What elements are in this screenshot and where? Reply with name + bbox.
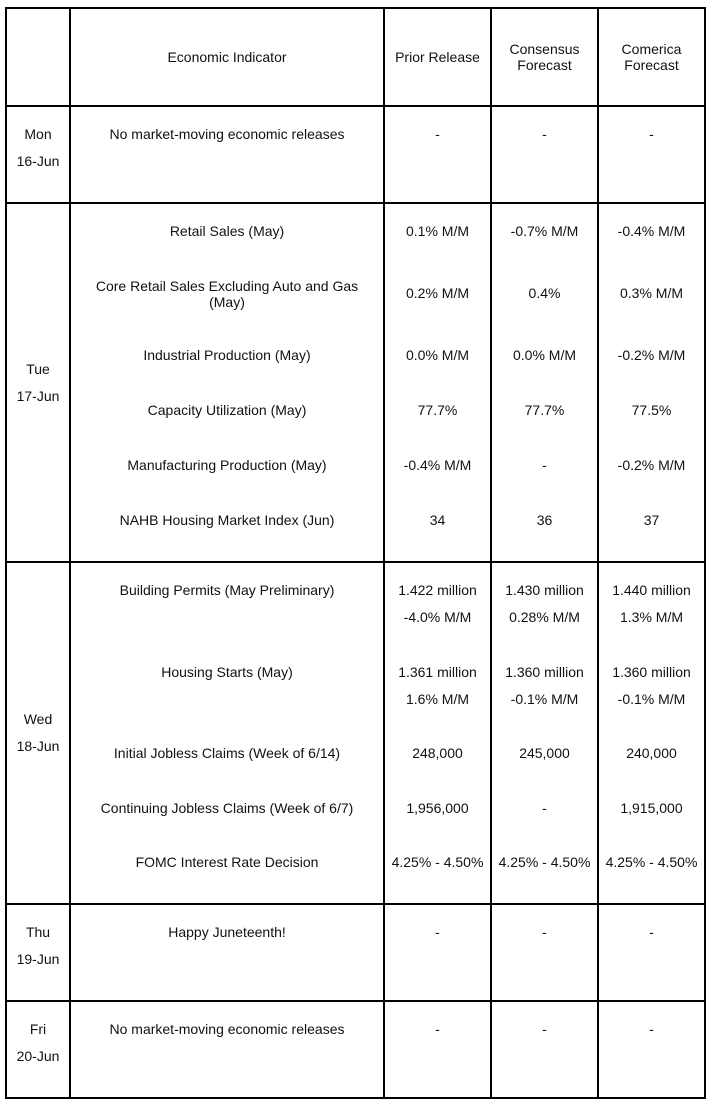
consensus-value: 0.0% M/M: [512, 347, 576, 363]
indicator-label: NAHB Housing Market Index (Jun): [119, 511, 335, 528]
header-date: [5, 7, 71, 107]
indicator-label: Capacity Utilization (May): [147, 402, 307, 418]
consensus-value: 1.430 million: [505, 582, 584, 598]
consensus-value: 77.7%: [524, 402, 565, 418]
comerica-value: -: [649, 924, 654, 940]
date-cell: Thu 19-Jun: [5, 903, 71, 1002]
comerica-value: -0.2% M/M: [617, 457, 686, 473]
comerica-value: -0.2% M/M: [617, 347, 686, 363]
comerica-value: 1.360 million: [612, 664, 691, 680]
indicator-label: Building Permits (May Preliminary): [119, 582, 335, 598]
consensus-value: 36: [536, 511, 553, 528]
prior-value: 248,000: [412, 745, 463, 761]
prior-value: 34: [429, 511, 446, 528]
comerica-value: 1.440 million: [612, 582, 691, 598]
indicator-label: Housing Starts (May): [161, 664, 293, 680]
comerica-value: -0.4% M/M: [617, 223, 686, 239]
date-label: 17-Jun: [16, 387, 60, 404]
prior-value: 0.1% M/M: [405, 223, 469, 239]
day-label: Mon: [24, 126, 52, 142]
consensus-value: -: [542, 126, 547, 142]
table-row-tue: Tue 17-Jun Retail Sales (May) Core Retai…: [5, 202, 706, 563]
prior-value: 0.2% M/M: [405, 285, 469, 301]
prior-value: 1.361 million: [398, 664, 477, 680]
comerica-value: 77.5%: [631, 402, 672, 418]
prior-value-change: 1.6% M/M: [405, 691, 469, 707]
comerica-value: 1,915,000: [620, 800, 683, 816]
indicator-label: Initial Jobless Claims (Week of 6/14): [113, 745, 341, 761]
economic-calendar-table: Economic Indicator Prior Release Consens…: [5, 7, 706, 1099]
consensus-value: 245,000: [519, 745, 570, 761]
table-row-thu: Thu 19-Jun Happy Juneteenth! - - -: [5, 903, 706, 1002]
comerica-value: 37: [643, 511, 660, 528]
date-cell: Fri 20-Jun: [5, 1000, 71, 1099]
consensus-value: 1.360 million: [505, 664, 584, 680]
comerica-value: 240,000: [626, 745, 677, 761]
indicator-label: No market-moving economic releases: [109, 126, 345, 142]
consensus-value: 4.25% - 4.50%: [498, 854, 591, 870]
comerica-value: 4.25% - 4.50%: [605, 854, 698, 870]
indicator-label: FOMC Interest Rate Decision: [135, 854, 319, 870]
consensus-value: -: [542, 800, 547, 816]
date-label: 16-Jun: [16, 153, 60, 169]
day-label: Wed: [23, 711, 53, 727]
comerica-value: -: [649, 126, 654, 142]
prior-value: 77.7%: [417, 402, 458, 418]
consensus-value: -: [542, 1021, 547, 1037]
table-row-wed: Wed 18-Jun Building Permits (May Prelimi…: [5, 561, 706, 905]
consensus-value: 0.4%: [528, 285, 561, 301]
date-label: 20-Jun: [16, 1048, 60, 1064]
indicator-label: Continuing Jobless Claims (Week of 6/7): [100, 800, 354, 816]
header-comerica-forecast: Comerica Forecast: [597, 7, 706, 107]
header-row: Economic Indicator Prior Release Consens…: [5, 7, 706, 107]
day-label: Tue: [26, 360, 50, 377]
indicator-label: No market-moving economic releases: [109, 1021, 345, 1037]
prior-value: -: [435, 126, 440, 142]
comerica-value: 0.3% M/M: [619, 285, 683, 301]
prior-value: 4.25% - 4.50%: [391, 854, 484, 870]
date-cell: Tue 17-Jun: [5, 202, 71, 563]
date-cell: Mon 16-Jun: [5, 105, 71, 204]
date-cell: Wed 18-Jun: [5, 561, 71, 905]
comerica-value-change: 1.3% M/M: [619, 609, 683, 625]
date-label: 19-Jun: [16, 951, 60, 967]
day-label: Thu: [25, 924, 51, 940]
indicator-label: Core Retail Sales Excluding Auto and Gas…: [95, 277, 359, 310]
date-label: 18-Jun: [16, 738, 60, 754]
prior-value-change: -4.0% M/M: [403, 609, 472, 625]
indicator-label: Industrial Production (May): [143, 347, 311, 363]
table-row-mon: Mon 16-Jun No market-moving economic rel…: [5, 105, 706, 204]
indicator-label: Retail Sales (May): [169, 223, 285, 239]
consensus-value: -: [542, 924, 547, 940]
indicator-label: Manufacturing Production (May): [127, 457, 327, 473]
table-row-fri: Fri 20-Jun No market-moving economic rel…: [5, 1000, 706, 1099]
prior-value: 1.422 million: [398, 582, 477, 598]
header-indicator: Economic Indicator: [69, 7, 385, 107]
header-consensus-forecast: Consensus Forecast: [490, 7, 599, 107]
day-label: Fri: [29, 1021, 47, 1037]
consensus-value-change: -0.1% M/M: [510, 691, 579, 707]
header-prior-release: Prior Release: [383, 7, 492, 107]
consensus-value-change: 0.28% M/M: [509, 609, 580, 625]
prior-value: -: [435, 924, 440, 940]
prior-value: 0.0% M/M: [405, 347, 469, 363]
comerica-value: -: [649, 1021, 654, 1037]
consensus-value: -: [542, 457, 547, 473]
indicator-label: Happy Juneteenth!: [168, 924, 286, 940]
prior-value: -: [435, 1021, 440, 1037]
consensus-value: -0.7% M/M: [510, 223, 579, 239]
comerica-value-change: -0.1% M/M: [617, 691, 686, 707]
prior-value: -0.4% M/M: [403, 457, 472, 473]
prior-value: 1,956,000: [406, 800, 469, 816]
